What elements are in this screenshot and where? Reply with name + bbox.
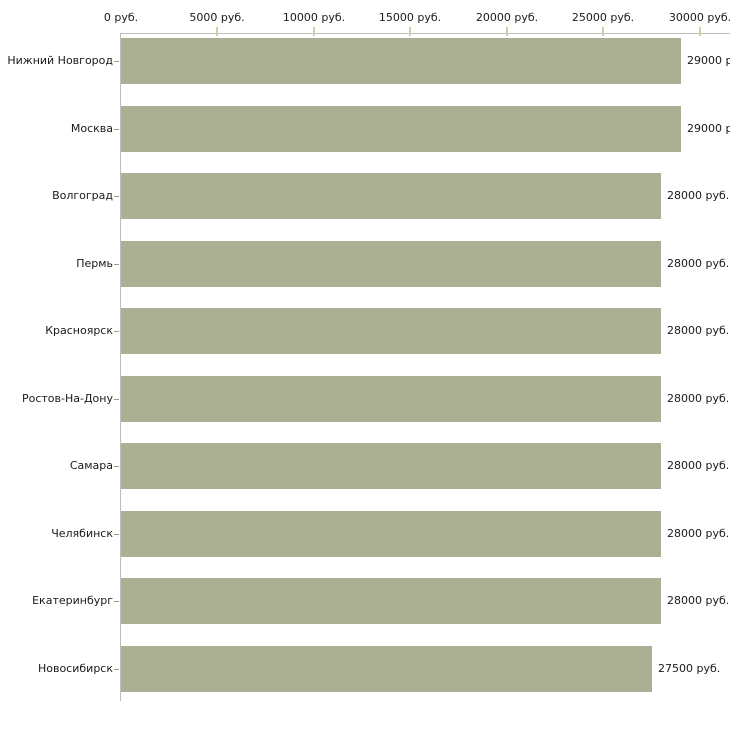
category-label: Волгоград — [52, 189, 113, 202]
category-tick-mark — [114, 466, 119, 467]
x-tick-mark — [506, 27, 508, 36]
category-tick-mark — [114, 399, 119, 400]
value-label: 28000 руб. — [667, 324, 730, 337]
x-tick-label: 15000 руб. — [378, 11, 442, 24]
x-tick-mark — [602, 27, 604, 36]
category-tick-mark — [114, 601, 119, 602]
x-tick-mark — [409, 27, 411, 36]
bar — [121, 646, 652, 692]
category-tick-mark — [114, 129, 119, 130]
x-tick-label: 20000 руб. — [475, 11, 539, 24]
value-label: 29000 руб. — [687, 54, 730, 67]
value-label: 27500 руб. — [658, 662, 721, 675]
x-tick-label: 0 руб. — [103, 11, 139, 24]
bar — [121, 308, 661, 354]
category-label: Москва — [70, 122, 113, 135]
x-tick-label: 10000 руб. — [282, 11, 346, 24]
bar — [121, 241, 661, 287]
category-label: Нижний Новгород — [7, 54, 113, 67]
category-label: Новосибирск — [37, 662, 113, 675]
bar — [121, 511, 661, 557]
category-tick-mark — [114, 331, 119, 332]
category-tick-mark — [114, 264, 119, 265]
x-tick-mark — [313, 27, 315, 36]
value-label: 28000 руб. — [667, 392, 730, 405]
category-tick-mark — [114, 61, 119, 62]
category-label: Челябинск — [51, 527, 113, 540]
category-tick-mark — [114, 196, 119, 197]
category-label: Красноярск — [45, 324, 113, 337]
x-tick-label: 5000 руб. — [189, 11, 245, 24]
y-axis-line — [120, 33, 121, 701]
value-label: 28000 руб. — [667, 459, 730, 472]
value-label: 29000 руб. — [687, 122, 730, 135]
value-label: 28000 руб. — [667, 189, 730, 202]
bar — [121, 106, 681, 152]
x-tick-mark — [216, 27, 218, 36]
value-label: 28000 руб. — [667, 594, 730, 607]
bar — [121, 376, 661, 422]
category-label: Пермь — [76, 257, 113, 270]
x-tick-mark — [699, 27, 701, 36]
value-label: 28000 руб. — [667, 257, 730, 270]
x-tick-label: 30000 руб. — [668, 11, 730, 24]
value-label: 28000 руб. — [667, 527, 730, 540]
bar — [121, 173, 661, 219]
bar — [121, 38, 681, 84]
bar — [121, 578, 661, 624]
category-tick-mark — [114, 534, 119, 535]
bar — [121, 443, 661, 489]
x-tick-label: 25000 руб. — [571, 11, 635, 24]
category-tick-mark — [114, 669, 119, 670]
category-label: Екатеринбург — [32, 594, 113, 607]
x-axis-line — [120, 33, 730, 34]
category-label: Самара — [69, 459, 113, 472]
category-label: Ростов-На-Дону — [21, 392, 113, 405]
